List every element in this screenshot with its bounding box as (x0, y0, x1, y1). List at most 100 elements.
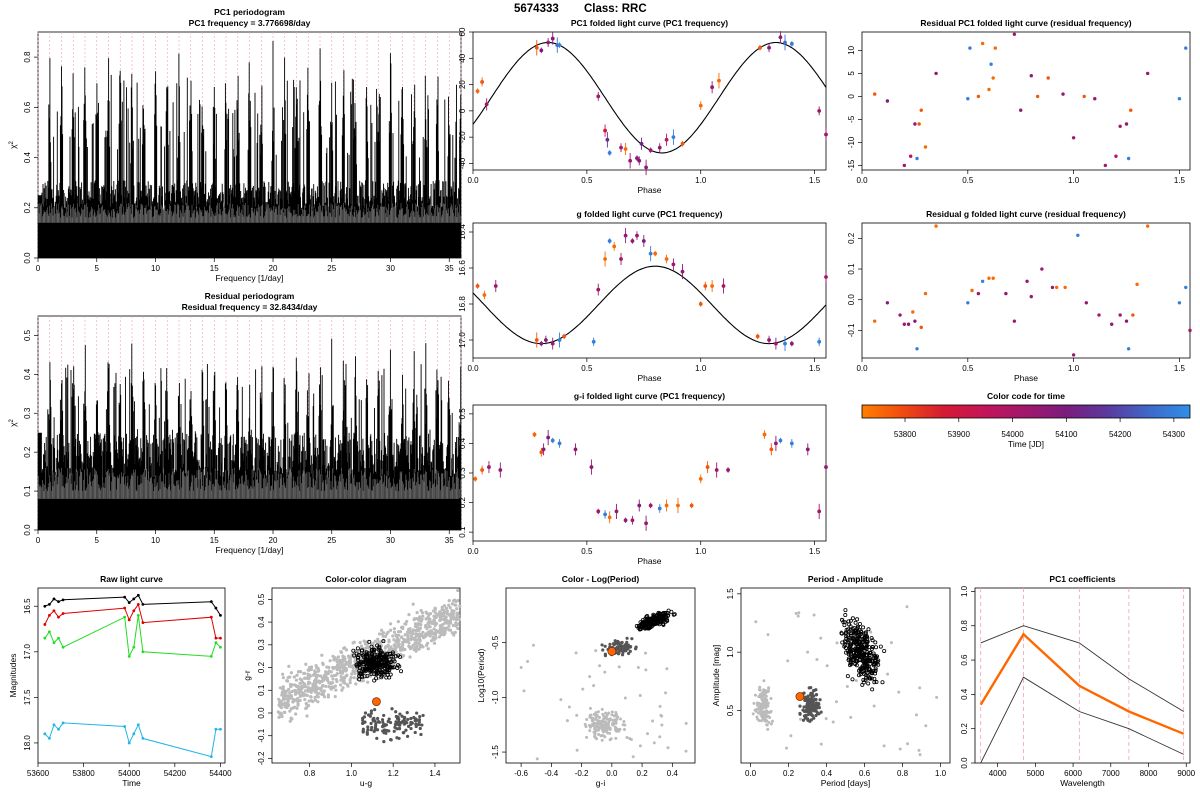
field-star (403, 622, 407, 626)
qso-star (381, 664, 386, 669)
data-point (758, 45, 762, 50)
data-point (698, 103, 703, 108)
data-point (1054, 285, 1059, 290)
y-tick-label: -0.1 (257, 728, 266, 742)
data-point (1177, 97, 1182, 101)
plot-frame (861, 31, 1191, 171)
rrab-star (648, 621, 653, 626)
x-tick-label: 1.0 (1068, 364, 1080, 373)
rr-star (405, 734, 410, 738)
field-star (835, 641, 839, 645)
rr-star (811, 688, 816, 693)
field-star (600, 707, 604, 711)
field-star (597, 715, 601, 719)
field-star (592, 721, 596, 725)
chart-subtitle: Residual frequency = 32.8434/day (182, 302, 318, 312)
rr-star (375, 736, 379, 740)
rr-star (369, 721, 373, 726)
x-tick-label: -0.4 (544, 769, 558, 778)
x-tick-label: 0.0 (856, 364, 868, 373)
series-point-g (57, 636, 60, 640)
field-star (288, 682, 293, 687)
field-star (612, 714, 616, 718)
x-tick-label: 5 (95, 536, 100, 545)
y-tick-label: -0.1 (847, 323, 856, 337)
y-tick-label: 0.3 (257, 639, 266, 651)
series-point-r (127, 618, 131, 622)
field-star (366, 680, 370, 684)
rr-star (368, 714, 372, 718)
data-point (680, 269, 685, 274)
field-star (359, 644, 364, 648)
field-star (438, 610, 442, 614)
rr-star (809, 711, 813, 715)
field-star (299, 685, 303, 689)
rrab-star (882, 648, 887, 653)
field-star (322, 675, 326, 679)
field-star (352, 676, 356, 680)
field-star (277, 697, 281, 701)
rr-star (380, 718, 385, 722)
rrab-star (863, 630, 868, 635)
rr-star (381, 723, 386, 727)
y-tick-label: 0.1 (257, 684, 266, 696)
data-point (970, 288, 974, 293)
field-star (397, 633, 401, 637)
rr-star (805, 706, 809, 710)
field-star (389, 622, 393, 626)
data-point (493, 284, 498, 288)
field-star (301, 680, 305, 685)
rrab-star (848, 636, 853, 641)
y-tick-label: 0.5 (458, 408, 467, 420)
data-point (789, 441, 794, 446)
field-star (531, 643, 535, 647)
field-star (351, 669, 355, 673)
field-star (786, 659, 790, 663)
data-point (1035, 94, 1040, 99)
field-star (336, 655, 340, 659)
series-line-g (44, 615, 221, 659)
field-star (306, 689, 310, 693)
y-tick-label: 40 (458, 53, 467, 62)
field-star (454, 624, 458, 628)
field-star (872, 704, 876, 708)
rr-star (374, 728, 378, 732)
field-star (418, 615, 422, 619)
y-tick-label: 0 (847, 94, 856, 99)
field-star (770, 719, 774, 723)
qso-star (364, 650, 369, 655)
data-point (934, 71, 938, 76)
field-star (453, 630, 457, 635)
chart-title: g folded light curve (PC1 frequency) (577, 209, 723, 219)
field-star (408, 630, 413, 635)
field-star (602, 730, 606, 734)
data-point (664, 503, 669, 508)
data-point (721, 284, 726, 288)
field-star (338, 669, 342, 673)
x-tick-label: 0.5 (581, 547, 593, 556)
rrab-star (865, 653, 870, 658)
rr-star (608, 642, 612, 646)
field-star (322, 689, 326, 693)
rr-star (623, 643, 627, 648)
qso-star (374, 676, 379, 681)
rr-star (382, 713, 386, 718)
rrab-star (852, 650, 857, 655)
field-star (590, 719, 594, 723)
data-point (607, 239, 612, 243)
data-point (885, 99, 890, 103)
field-star (348, 678, 352, 682)
field-star (414, 632, 418, 636)
qso-star (395, 665, 400, 670)
y-tick-label: 0.4 (960, 688, 969, 700)
field-star (439, 627, 444, 631)
field-star (452, 598, 457, 602)
data-point (1050, 285, 1055, 290)
rr-star (415, 711, 419, 715)
field-star (419, 623, 423, 627)
qso-star (351, 648, 356, 653)
data-point (755, 334, 760, 339)
data-point (991, 76, 995, 80)
field-star (401, 643, 405, 647)
